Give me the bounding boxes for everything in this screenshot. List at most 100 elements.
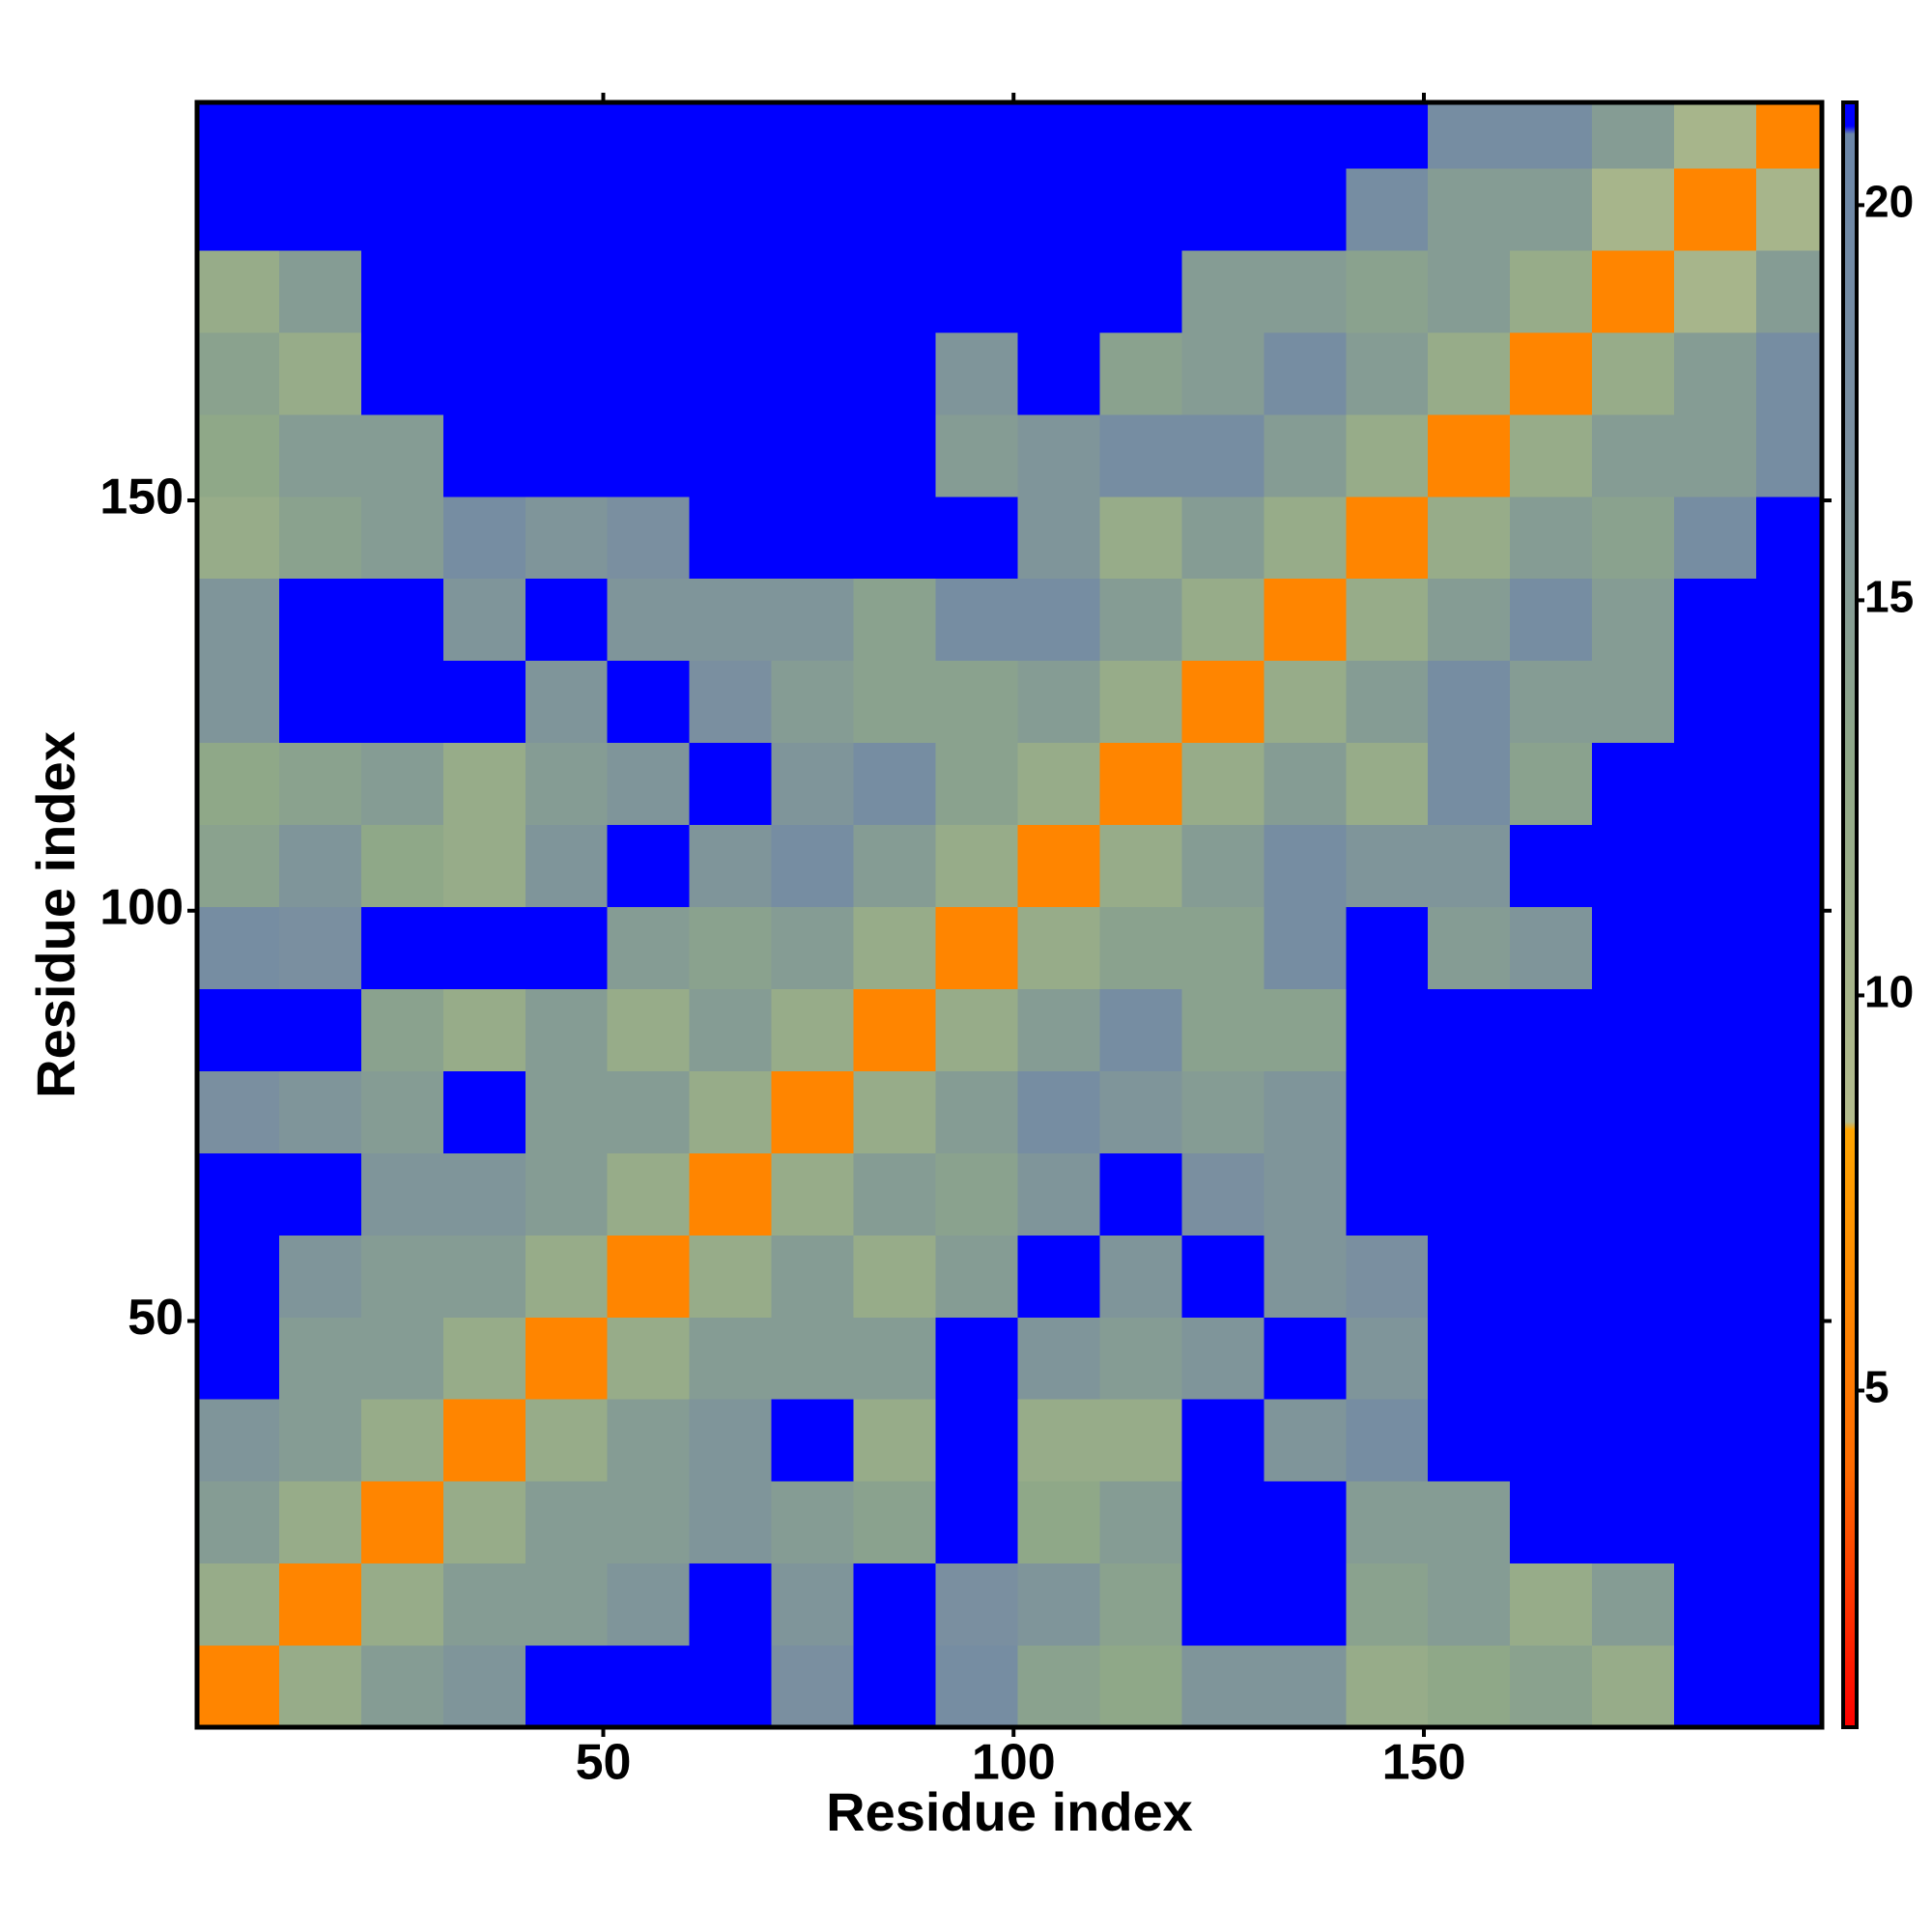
heatmap-cell bbox=[1017, 1563, 1100, 1646]
heatmap-cell bbox=[1592, 578, 1675, 662]
heatmap-cell bbox=[1756, 1070, 1823, 1153]
heatmap-cell bbox=[1346, 249, 1429, 333]
heatmap-cell bbox=[607, 906, 691, 989]
heatmap-cell bbox=[1756, 578, 1823, 662]
heatmap-cell bbox=[525, 496, 609, 580]
heatmap-cell bbox=[197, 906, 280, 989]
heatmap-cell bbox=[525, 331, 609, 415]
heatmap-cell bbox=[1181, 578, 1264, 662]
heatmap-cell bbox=[197, 102, 280, 169]
heatmap-cell bbox=[935, 1563, 1018, 1646]
heatmap-cell bbox=[1510, 167, 1593, 251]
heatmap bbox=[197, 102, 1823, 1728]
heatmap-cell bbox=[853, 1235, 937, 1318]
heatmap-cell bbox=[607, 660, 691, 744]
heatmap-cell bbox=[1428, 1563, 1511, 1646]
heatmap-cell bbox=[935, 742, 1018, 826]
heatmap-cell bbox=[689, 413, 773, 497]
heatmap-cell bbox=[525, 1481, 609, 1564]
heatmap-cell bbox=[1181, 906, 1264, 989]
heatmap-cell bbox=[442, 249, 526, 333]
heatmap-cell bbox=[1510, 1070, 1593, 1153]
heatmap-cell bbox=[1264, 102, 1347, 169]
heatmap-cell bbox=[771, 578, 855, 662]
heatmap-cell bbox=[525, 824, 609, 908]
heatmap-cell bbox=[442, 742, 526, 826]
heatmap-cell bbox=[1428, 988, 1511, 1071]
heatmap-cell bbox=[197, 496, 280, 580]
heatmap-cell bbox=[1674, 660, 1757, 744]
heatmap-cell bbox=[1181, 1235, 1264, 1318]
heatmap-cell bbox=[197, 988, 280, 1071]
heatmap-cell bbox=[689, 742, 773, 826]
heatmap-cell bbox=[360, 102, 444, 169]
heatmap-cell bbox=[278, 1481, 362, 1564]
heatmap-cell bbox=[1674, 1399, 1757, 1482]
heatmap-cell bbox=[360, 660, 444, 744]
heatmap-cell bbox=[1346, 496, 1429, 580]
heatmap-cell bbox=[1099, 1235, 1182, 1318]
y-tick-label: 150 bbox=[99, 469, 184, 526]
heatmap-cell bbox=[853, 1152, 937, 1236]
heatmap-cell bbox=[278, 578, 362, 662]
heatmap-cell bbox=[1346, 102, 1429, 169]
heatmap-cell bbox=[1099, 578, 1182, 662]
heatmap-cell bbox=[935, 824, 1018, 908]
heatmap-cell bbox=[607, 1152, 691, 1236]
heatmap-cell bbox=[1592, 102, 1675, 169]
heatmap-cell bbox=[771, 102, 855, 169]
heatmap-cell bbox=[442, 1399, 526, 1482]
heatmap-cell bbox=[1592, 1645, 1675, 1728]
heatmap-cell bbox=[607, 1645, 691, 1728]
heatmap-cell bbox=[1264, 413, 1347, 497]
heatmap-cell bbox=[525, 1070, 609, 1153]
heatmap-cell bbox=[525, 742, 609, 826]
heatmap-cell bbox=[1099, 1317, 1182, 1400]
heatmap-cell bbox=[1181, 496, 1264, 580]
heatmap-cell bbox=[1264, 1645, 1347, 1728]
heatmap-cell bbox=[1017, 988, 1100, 1071]
heatmap-cell bbox=[771, 742, 855, 826]
heatmap-cell bbox=[689, 1563, 773, 1646]
heatmap-cell bbox=[607, 413, 691, 497]
heatmap-cell bbox=[1510, 496, 1593, 580]
heatmap-cell bbox=[360, 496, 444, 580]
heatmap-cell bbox=[1674, 496, 1757, 580]
x-tick-label: 150 bbox=[1382, 1735, 1466, 1791]
heatmap-cell bbox=[1756, 1152, 1823, 1236]
heatmap-cell bbox=[278, 1152, 362, 1236]
heatmap-cell bbox=[689, 1399, 773, 1482]
heatmap-cell bbox=[771, 1235, 855, 1318]
heatmap-cell bbox=[1346, 742, 1429, 826]
heatmap-cell bbox=[689, 578, 773, 662]
heatmap-cell bbox=[1428, 496, 1511, 580]
heatmap-cell bbox=[607, 496, 691, 580]
heatmap-cell bbox=[197, 1399, 280, 1482]
heatmap-cell bbox=[1017, 249, 1100, 333]
heatmap-cell bbox=[360, 1070, 444, 1153]
heatmap-cell bbox=[1099, 1563, 1182, 1646]
heatmap-cell bbox=[853, 167, 937, 251]
heatmap-cell bbox=[1346, 1152, 1429, 1236]
heatmap-cell bbox=[935, 578, 1018, 662]
heatmap-cell bbox=[607, 1563, 691, 1646]
heatmap-cell bbox=[1099, 906, 1182, 989]
heatmap-cell bbox=[278, 1399, 362, 1482]
heatmap-cell bbox=[1099, 1070, 1182, 1153]
heatmap-cell bbox=[278, 1235, 362, 1318]
heatmap-cell bbox=[935, 167, 1018, 251]
heatmap-cell bbox=[1264, 331, 1347, 415]
heatmap-cell bbox=[1264, 1235, 1347, 1318]
heatmap-cell bbox=[853, 660, 937, 744]
heatmap-cell bbox=[1756, 1317, 1823, 1400]
heatmap-cell bbox=[1674, 331, 1757, 415]
heatmap-cell bbox=[1756, 167, 1823, 251]
heatmap-cell bbox=[1428, 413, 1511, 497]
heatmap-cell bbox=[1346, 167, 1429, 251]
heatmap-cell bbox=[771, 660, 855, 744]
heatmap-cell bbox=[1592, 167, 1675, 251]
heatmap-cell bbox=[935, 1152, 1018, 1236]
heatmap-cell bbox=[1428, 742, 1511, 826]
heatmap-cell bbox=[442, 413, 526, 497]
heatmap-cell bbox=[1510, 1563, 1593, 1646]
